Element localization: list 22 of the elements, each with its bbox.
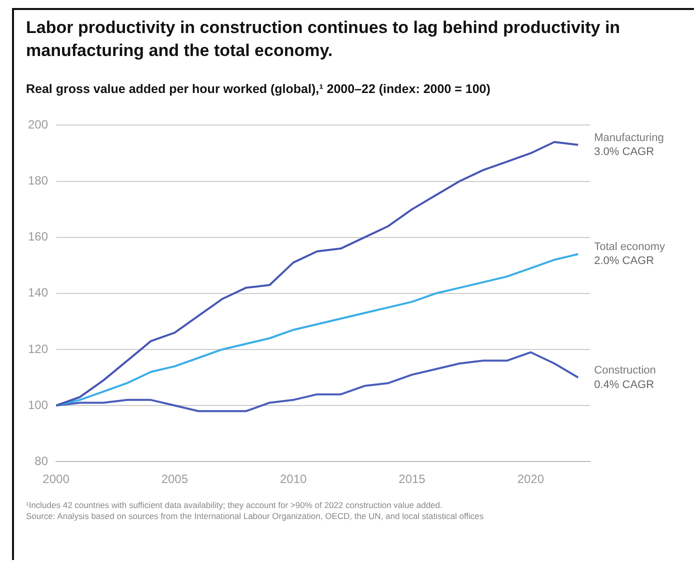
x-tick-label: 2015 <box>398 472 426 486</box>
chart-title: Labor productivity in construction continues to lag behind productivity in manufacturing and the total economy. <box>26 17 622 62</box>
series-label: Construction <box>594 364 656 377</box>
source-note: Source: Analysis based on sources from the International Labour Organization, OECD, the UN, and local statistical offices <box>26 511 484 522</box>
x-tick-label: 2010 <box>280 472 308 486</box>
x-tick-label: 2020 <box>517 472 544 486</box>
text: ¹Includes 42 countries with sufficient data availability; they account for >90% of 2022 construction value added. <box>26 500 444 511</box>
y-tick-label: 180 <box>28 174 48 188</box>
y-tick-label: 120 <box>28 342 48 356</box>
y-tick-label: 160 <box>28 230 48 244</box>
text: 0.4% CAGR <box>594 378 654 390</box>
chart-subtitle: Real gross value added per hour worked (global),¹ 2000–22 (index: 2000 = 100) <box>26 82 490 96</box>
series-label: Manufacturing <box>594 132 664 144</box>
y-tick-label: 100 <box>28 398 48 412</box>
series-label: Total economy <box>594 241 666 254</box>
x-tick-label: 2005 <box>161 472 188 486</box>
y-tick-label: 140 <box>28 286 48 300</box>
y-tick-label: 80 <box>34 454 48 468</box>
text: 2.0% CAGR <box>594 255 654 268</box>
y-tick-label: 200 <box>28 118 48 132</box>
x-tick-label: 2000 <box>42 472 70 486</box>
text: 3.0% CAGR <box>594 146 654 158</box>
